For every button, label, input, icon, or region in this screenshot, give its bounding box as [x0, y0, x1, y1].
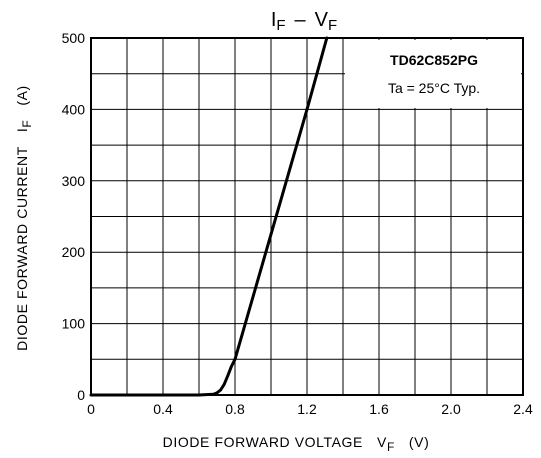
- title-dash: –: [295, 9, 307, 31]
- y-tick-label: 300: [62, 173, 86, 189]
- y-axis-label-symbol-sub: F: [20, 120, 34, 128]
- x-tick-label: 1.2: [297, 401, 317, 417]
- x-tick-label: 0.8: [225, 401, 245, 417]
- chart-title: IF – VF: [271, 9, 337, 34]
- x-tick-label: 0.4: [153, 401, 173, 417]
- condition-label: Ta = 25°C Typ.: [388, 80, 480, 96]
- y-tick-label: 100: [62, 316, 86, 332]
- x-tick-label: 2.4: [513, 401, 533, 417]
- title-current-subscript: F: [276, 17, 285, 34]
- y-tick-label: 500: [62, 30, 86, 46]
- y-axis-label-text: DIODE FORWARD CURRENT: [14, 146, 30, 351]
- x-axis-label-unit: (V): [409, 434, 429, 450]
- y-tick-label: 400: [62, 101, 86, 117]
- y-tick-label: 0: [77, 387, 85, 403]
- x-axis-label-symbol-sub: F: [387, 440, 395, 454]
- x-tick-label: 1.6: [369, 401, 389, 417]
- x-tick-label: 2.0: [441, 401, 461, 417]
- x-tick-label: 0: [87, 401, 95, 417]
- title-voltage-symbol: V: [315, 9, 329, 31]
- x-axis-label: DIODE FORWARD VOLTAGE VF (V): [163, 434, 430, 454]
- y-axis-label: DIODE FORWARD CURRENTIF(A): [14, 85, 34, 351]
- title-voltage-subscript: F: [328, 17, 337, 34]
- x-axis-label-symbol: V: [377, 434, 387, 450]
- part-number-label: TD62C852PG: [390, 52, 478, 68]
- y-tick-label: 200: [62, 244, 86, 260]
- x-axis-label-text: DIODE FORWARD VOLTAGE: [163, 434, 363, 450]
- y-axis-label-unit: (A): [14, 85, 30, 105]
- y-tick-labels: 0 100 200 300 400 500: [62, 30, 86, 403]
- annotation-box: [345, 40, 521, 108]
- x-tick-labels: 0 0.4 0.8 1.2 1.6 2.0 2.4: [87, 401, 533, 417]
